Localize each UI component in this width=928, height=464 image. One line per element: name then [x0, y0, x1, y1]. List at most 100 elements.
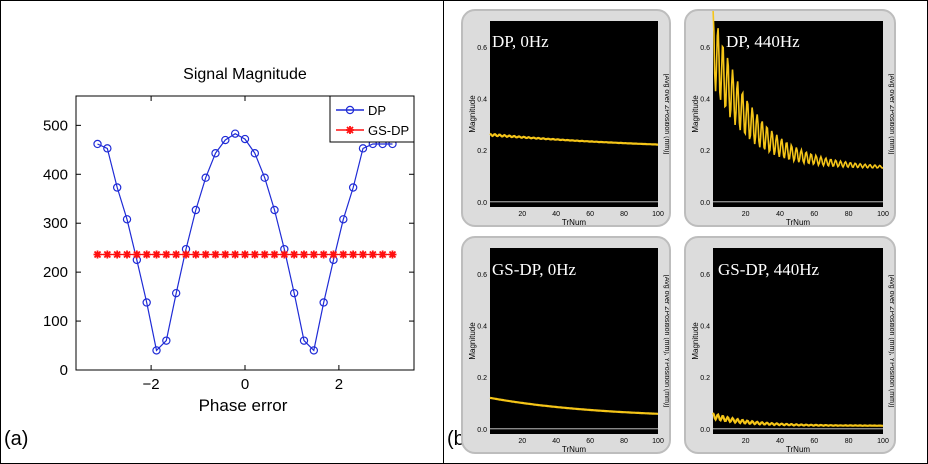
legend-marker: [345, 105, 355, 115]
x-tick-label: 40: [776, 211, 784, 218]
y-tick-label: 0.0: [700, 200, 710, 207]
panel-a-label: (a): [4, 428, 29, 450]
data-point: [132, 250, 141, 259]
y-tick-label: 200: [43, 264, 68, 281]
y-axis-label-right: [Avg over ZPosition (mm), YPosition (mm)…: [663, 275, 669, 407]
y-tick-label: 0.2: [477, 148, 487, 155]
data-point: [309, 250, 318, 259]
data-point: [221, 135, 230, 145]
x-tick-label: 40: [776, 438, 784, 445]
data-point: [191, 205, 201, 215]
legend-marker: [346, 126, 354, 134]
series-line: [97, 133, 393, 352]
series-gs-dp: [93, 250, 397, 259]
y-tick-label: 0.0: [477, 200, 487, 207]
data-point: [260, 173, 269, 182]
legend: DP GS-DP: [329, 95, 415, 143]
data-point: [162, 336, 171, 345]
panel-divider: [443, 0, 444, 464]
x-tick-label: 80: [620, 438, 628, 445]
series-line: [489, 132, 658, 146]
y-tick-label: 0.2: [700, 375, 710, 382]
x-tick-label: 20: [518, 438, 526, 445]
x-axis-label: TrNum: [562, 218, 586, 225]
data-point: [211, 149, 220, 158]
x-tick-label: 20: [518, 211, 526, 218]
data-point: [152, 346, 161, 355]
data-point: [348, 183, 358, 192]
data-point: [191, 250, 200, 259]
y-tick-label: 500: [43, 117, 68, 134]
y-tick-label: 0: [60, 362, 68, 379]
y-tick-label: 0.6: [700, 272, 710, 279]
y-tick-label: 0.6: [477, 272, 487, 279]
data-point: [329, 250, 338, 259]
data-point: [231, 250, 240, 259]
card-title-gsdp-440hz: GS-DP, 440Hz: [718, 260, 820, 279]
data-point: [112, 183, 122, 192]
legend-label: GS-DP: [368, 123, 409, 138]
plot-area: [713, 248, 883, 434]
chart-gsdp-440hz: 0.0 0.2 0.4 0.6 20 40 60 80 100 TrNum Magnitude [Av…: [691, 248, 894, 452]
y-tick-label: 0.6: [477, 45, 487, 52]
data-point: [93, 250, 102, 259]
data-point: [171, 288, 181, 298]
data-point: [162, 250, 171, 259]
x-tick-label: 80: [845, 211, 853, 218]
y-tick-label: 0.0: [700, 427, 710, 434]
data-point: [172, 250, 181, 259]
x-tick-label: 60: [586, 438, 594, 445]
card-title-dp-440hz: DP, 440Hz: [726, 32, 800, 51]
data-point: [113, 250, 122, 259]
data-point: [299, 250, 308, 259]
legend-label: DP: [368, 103, 386, 118]
x-tick-label: 100: [877, 438, 889, 445]
data-point: [290, 250, 299, 259]
data-point: [211, 250, 220, 259]
series-line: [712, 11, 884, 169]
x-tick-label: 60: [810, 438, 818, 445]
signal-magnitude-chart: Signal Magnitude −2 0 2 0 100 200 300 400 500 Phas…: [43, 66, 415, 415]
y-axis-label-right: [Avg over ZPosition (mm), YPosition (mm)…: [888, 275, 894, 407]
x-tick-label: 2: [335, 376, 343, 393]
card-gsdp-0hz: 0.0 0.2 0.4 0.6 20 40 60 80 100 TrNum Magnitude [Av…: [461, 236, 671, 454]
series-dp: [93, 129, 397, 355]
y-tick-label: 0.2: [700, 148, 710, 155]
x-axis-label: TrNum: [786, 445, 810, 452]
data-point: [368, 250, 377, 259]
data-point: [103, 250, 112, 259]
data-point: [339, 250, 348, 259]
data-point: [240, 134, 250, 144]
data-point: [319, 250, 328, 259]
y-tick-label: 0.6: [700, 45, 710, 52]
y-axis-label: Magnitude: [468, 322, 477, 360]
data-point: [349, 250, 358, 259]
x-tick-label: 100: [652, 211, 664, 218]
data-point: [280, 250, 289, 259]
data-point: [142, 250, 151, 259]
data-point: [103, 144, 112, 153]
data-point: [339, 215, 348, 224]
data-point: [270, 250, 279, 259]
x-axis-label: TrNum: [562, 445, 586, 452]
x-tick-label: −2: [143, 376, 160, 393]
chart-dp-0hz: 0.0 0.2 0.4 0.6 20 40 60 80 100 TrNum Magnitude [Av…: [468, 21, 669, 225]
data-point: [123, 250, 132, 259]
chart-title: Signal Magnitude: [183, 66, 307, 83]
data-point: [260, 250, 269, 259]
y-axis-label: Magnitude: [691, 95, 700, 133]
plot-area: [490, 21, 658, 207]
card-dp-0hz: 0.0 0.2 0.4 0.6 20 40 60 80 100 TrNum Magnitude [Av…: [461, 9, 671, 227]
data-point: [142, 298, 151, 307]
y-axis-label-right: [Avg over ZPosition (mm)]: [663, 74, 669, 155]
card-dp-440hz: 0.0 0.2 0.4 0.6 20 40 60 80 100 TrNum Magnitude [Av…: [684, 9, 896, 227]
data-point: [289, 288, 299, 298]
card-gsdp-440hz: 0.0 0.2 0.4 0.6 20 40 60 80 100 TrNum Magnitude [Av…: [684, 236, 896, 454]
x-tick-label: 100: [877, 211, 889, 218]
x-tick-label: 40: [552, 211, 560, 218]
y-axis-label: Magnitude: [691, 322, 700, 360]
y-tick-label: 400: [43, 166, 68, 183]
x-tick-label: 100: [652, 438, 664, 445]
y-tick-label: 100: [43, 313, 68, 330]
